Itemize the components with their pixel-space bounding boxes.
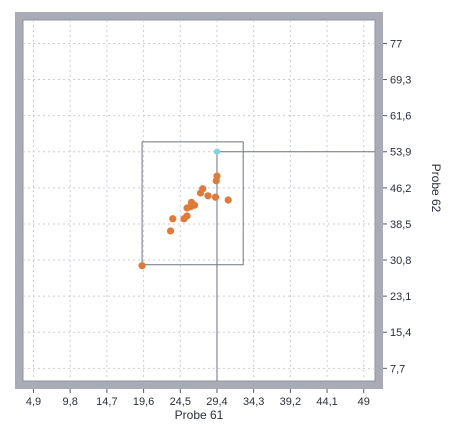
selection-overlay-layer <box>141 141 375 381</box>
y-tick-label-3: 30,8 <box>390 255 411 267</box>
x-tick-label-7: 39,2 <box>280 396 301 408</box>
x-tick-label-1: 9,8 <box>63 396 78 408</box>
data-point-2 <box>169 215 177 223</box>
selection-box <box>141 141 244 266</box>
x-tick-label-6: 34,3 <box>243 396 264 408</box>
y-axis-title: Probe 62 <box>429 164 443 213</box>
x-tick-label-3: 19,6 <box>133 396 154 408</box>
y-tick-label-9: 77 <box>390 38 402 50</box>
y-tick-label-1: 15,4 <box>390 327 411 339</box>
y-tick-layer: 7,7 15,4 23,1 30,8 38,5 46,2 53,9 61,6 69,3 77 <box>383 38 411 375</box>
x-tick-label-5: 29,4 <box>206 396 227 408</box>
plot-frame-layer <box>15 12 383 389</box>
data-point-12 <box>211 193 220 201</box>
x-tick-label-9: 49 <box>358 396 370 408</box>
y-tick-label-2: 23,1 <box>390 291 411 303</box>
data-point-8 <box>190 201 199 209</box>
data-point-14 <box>213 172 221 180</box>
data-point-0 <box>138 262 146 270</box>
x-axis-title: Probe 61 <box>175 408 224 422</box>
y-tick-label-5: 46,2 <box>390 183 411 195</box>
x-tick-label-2: 14,7 <box>96 396 117 408</box>
data-point-4 <box>183 212 191 220</box>
highlight-point <box>213 148 221 155</box>
data-point-10 <box>199 185 207 193</box>
x-tick-layer: 4,9 9,8 14,7 19,6 24,5 29,4 34,3 39,2 44,1 49 <box>26 389 370 408</box>
plot-area <box>22 19 376 382</box>
y-tick-label-6: 53,9 <box>390 147 411 159</box>
y-tick-label-8: 69,3 <box>390 75 411 87</box>
y-tick-label-4: 38,5 <box>390 219 411 231</box>
data-point-11 <box>204 192 212 200</box>
points-layer <box>138 148 232 270</box>
y-tick-label-0: 7,7 <box>390 363 405 375</box>
y-tick-label-7: 61,6 <box>390 111 411 123</box>
data-point-15 <box>224 196 232 204</box>
x-tick-label-0: 4,9 <box>26 396 41 408</box>
x-tick-label-4: 24,5 <box>170 396 191 408</box>
data-point-1 <box>166 227 175 235</box>
x-tick-label-8: 44,1 <box>316 396 337 408</box>
